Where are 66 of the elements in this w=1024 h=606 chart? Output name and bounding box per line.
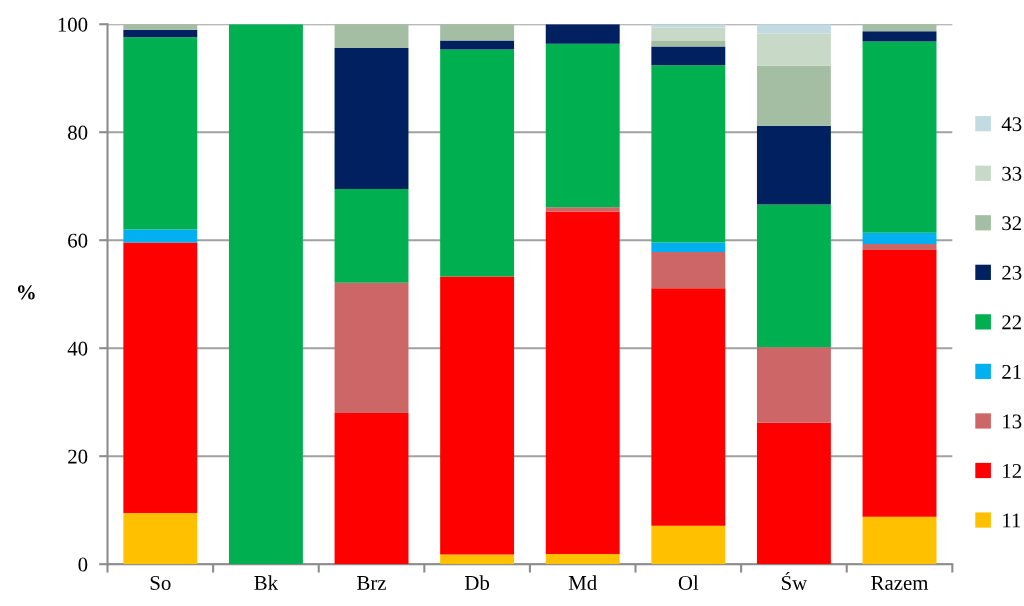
x-tick-label: Md bbox=[568, 575, 597, 590]
bar bbox=[123, 242, 198, 513]
bar bbox=[545, 553, 620, 565]
bar bbox=[651, 525, 726, 565]
bar bbox=[545, 211, 620, 554]
y-tick-label: 60 bbox=[68, 233, 88, 248]
bar bbox=[123, 37, 198, 230]
legend-label: 33 bbox=[1002, 166, 1022, 181]
bar bbox=[440, 49, 515, 277]
x-tick-label: So bbox=[150, 575, 171, 590]
bar bbox=[440, 24, 515, 41]
bar bbox=[756, 125, 831, 205]
x-tick-label: Brz bbox=[357, 576, 386, 590]
bar bbox=[123, 29, 198, 38]
legend-label: 43 bbox=[1001, 117, 1022, 132]
y-axis-title: % bbox=[17, 285, 35, 300]
bar bbox=[545, 43, 620, 208]
y-tick-label: 80 bbox=[68, 125, 88, 140]
bar bbox=[862, 232, 937, 244]
bar bbox=[651, 40, 726, 47]
x-tick-label: Ol bbox=[678, 575, 699, 590]
legend-label: 13 bbox=[1003, 414, 1022, 429]
bar bbox=[862, 244, 937, 250]
bar bbox=[651, 46, 726, 66]
bar bbox=[756, 204, 831, 348]
bar bbox=[651, 27, 726, 41]
bar bbox=[440, 40, 515, 50]
legend-label: 32 bbox=[1002, 216, 1022, 231]
bar bbox=[651, 65, 726, 243]
bar bbox=[545, 24, 620, 44]
bar bbox=[123, 512, 198, 565]
y-tick-label: 100 bbox=[58, 17, 88, 32]
legend-label: 21 bbox=[1002, 364, 1021, 379]
bar bbox=[862, 41, 937, 233]
bar bbox=[545, 207, 620, 212]
x-tick-label: Razem bbox=[871, 576, 929, 590]
legend-label: 11 bbox=[1003, 513, 1021, 528]
bar bbox=[862, 31, 937, 42]
bar bbox=[334, 413, 409, 565]
bar bbox=[862, 516, 937, 565]
x-tick-label: Db bbox=[464, 575, 490, 590]
y-tick-label: 0 bbox=[78, 557, 88, 572]
bar bbox=[651, 288, 726, 526]
y-tick-label: 20 bbox=[68, 449, 88, 464]
bar bbox=[334, 282, 409, 413]
bar bbox=[440, 276, 515, 555]
bar bbox=[123, 24, 198, 30]
bar bbox=[123, 229, 198, 243]
bar bbox=[334, 188, 409, 283]
y-tick-label: 40 bbox=[67, 341, 88, 356]
bar bbox=[756, 347, 831, 423]
bar bbox=[756, 422, 831, 565]
bar bbox=[756, 33, 831, 66]
bar bbox=[334, 24, 409, 48]
bar bbox=[651, 252, 726, 289]
bar bbox=[862, 249, 937, 517]
bar bbox=[440, 554, 515, 565]
x-tick-label: Św bbox=[782, 571, 808, 590]
legend-label: 22 bbox=[1002, 315, 1022, 330]
legend-label: 23 bbox=[1002, 265, 1022, 280]
bar bbox=[228, 24, 303, 565]
legend-label: 12 bbox=[1003, 463, 1022, 478]
bar bbox=[651, 242, 726, 253]
bar bbox=[334, 48, 409, 189]
bar bbox=[756, 65, 831, 126]
x-tick-label: Bk bbox=[254, 575, 279, 590]
